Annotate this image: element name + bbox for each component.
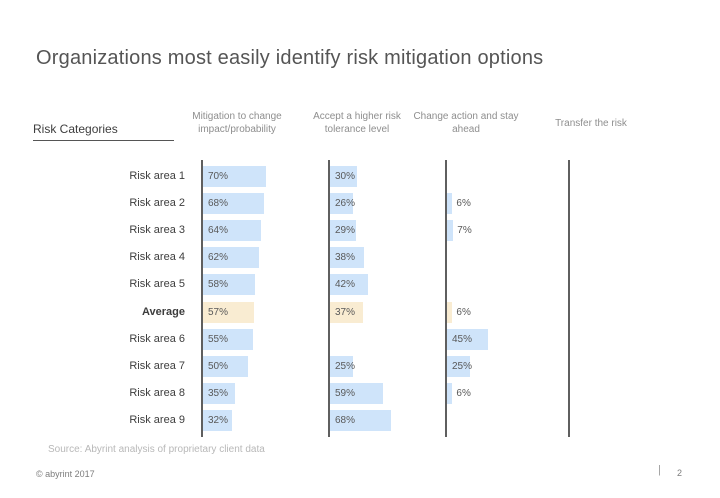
page-title: Organizations most easily identify risk … (36, 47, 544, 70)
row-label: Average (141, 305, 185, 318)
bar: 59% (330, 382, 384, 404)
bar-value-label: 7% (457, 225, 472, 237)
column-header-mitigation: Mitigation to change impact/probability (192, 111, 282, 135)
bar: 64% (203, 220, 261, 242)
row-label: Risk area 6 (129, 332, 185, 345)
bar: 68% (203, 193, 265, 215)
bar: 50% (203, 355, 248, 377)
bar: 62% (203, 247, 259, 269)
column-axis-line (568, 160, 570, 437)
page-number: 2 (677, 468, 683, 478)
row-label: Risk area 8 (129, 386, 185, 399)
bar: 70% (203, 166, 266, 187)
bar: 32% (203, 409, 232, 431)
copyright-text: © abyrint 2017 (36, 469, 95, 479)
bar-value-label: 50% (208, 360, 229, 372)
bar: 38% (330, 247, 365, 269)
bar: 6% (447, 193, 471, 215)
bar-value-label: 68% (335, 414, 356, 426)
column-header-change-action: Change action and stay ahead (413, 111, 519, 135)
bar-value-label: 59% (335, 387, 356, 399)
bar-value-label: 35% (208, 387, 229, 399)
column-header-transfer: Transfer the risk (555, 117, 627, 129)
row-label: Risk area 7 (129, 359, 185, 372)
bar-value-label: 32% (208, 414, 229, 426)
bar-value-label: 38% (335, 252, 356, 264)
bar-value-label: 30% (335, 171, 356, 182)
row-label: Risk area 4 (129, 251, 185, 264)
bar-value-label: 55% (208, 333, 229, 345)
bar-value-label: 6% (456, 198, 471, 210)
bar-value-label: 58% (208, 279, 229, 291)
bar: 42% (330, 274, 368, 296)
bar: 25% (447, 355, 473, 377)
bar-value-label: 6% (456, 306, 471, 318)
bar: 68% (330, 409, 392, 431)
bar: 6% (447, 301, 471, 323)
row-label: Risk area 5 (129, 278, 185, 291)
bar: 7% (447, 220, 472, 242)
bar-value-label: 25% (335, 360, 356, 372)
footer-separator: | (658, 464, 661, 476)
bar-value-label: 64% (208, 225, 229, 237)
bar-value-label: 70% (208, 171, 229, 182)
bar: 55% (203, 328, 253, 350)
bar-value-label: 57% (208, 306, 229, 318)
column-header-accept: Accept a higher risk tolerance level (313, 111, 401, 135)
bar-value-label: 29% (335, 225, 356, 237)
bar: 25% (330, 355, 356, 377)
bar-value-label: 45% (452, 333, 473, 345)
column-axis-line (328, 160, 330, 437)
row-label: Risk area 2 (129, 197, 185, 210)
bar-value-label: 68% (208, 198, 229, 210)
row-label: Risk area 9 (129, 413, 185, 426)
bar: 29% (330, 220, 357, 242)
bar: 57% (203, 301, 255, 323)
bar-value-label: 6% (456, 387, 471, 399)
bar-value-label: 62% (208, 252, 229, 264)
bar-value-label: 26% (335, 198, 356, 210)
bar: 26% (330, 193, 356, 215)
bar-value-label: 37% (335, 306, 356, 318)
bar-value-label: 42% (335, 279, 356, 291)
bar-value-label: 25% (452, 360, 473, 372)
row-label: Risk area 1 (129, 170, 185, 182)
column-axis-line (445, 160, 447, 437)
bar: 30% (330, 166, 357, 187)
bar: 45% (447, 328, 488, 350)
source-note: Source: Abyrint analysis of proprietary … (48, 444, 265, 455)
bar: 35% (203, 382, 235, 404)
row-label: Risk area 3 (129, 224, 185, 237)
row-header-label: Risk Categories (33, 122, 174, 141)
column-axis-line (201, 160, 203, 437)
bar: 37% (330, 301, 364, 323)
bar: 58% (203, 274, 256, 296)
bar: 6% (447, 382, 471, 404)
